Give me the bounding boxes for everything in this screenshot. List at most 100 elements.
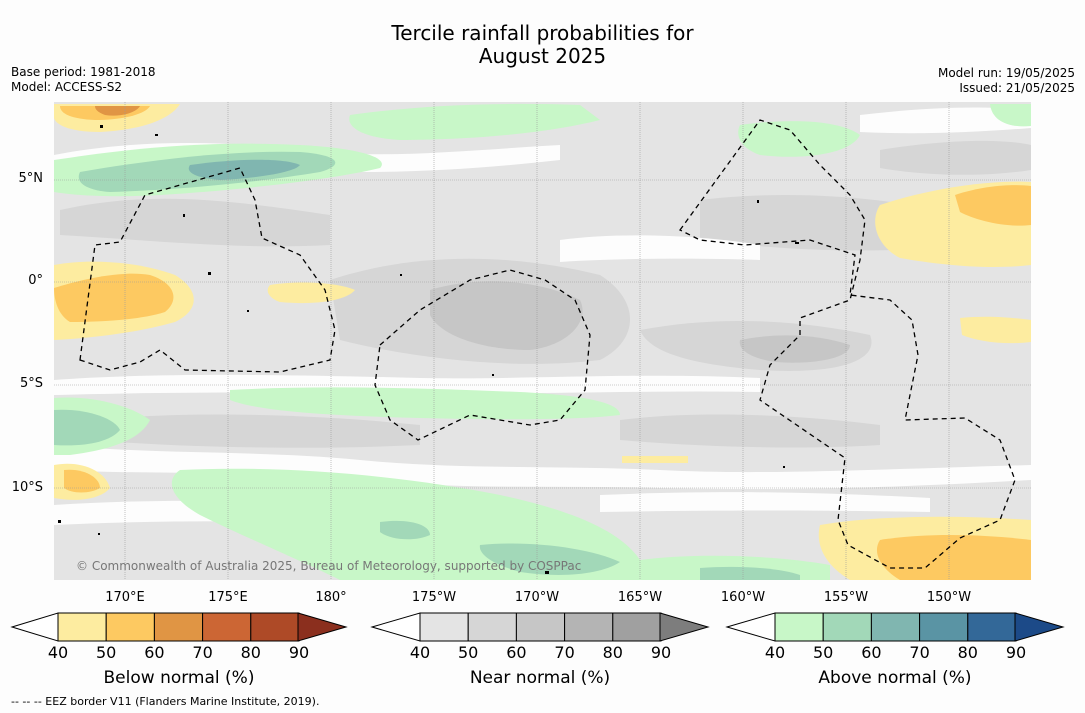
near-colorbar-tick: 70 [554, 643, 575, 662]
below-upper-arrow [297, 612, 348, 642]
left-info: Base period: 1981-2018 Model: ACCESS-S2 [11, 65, 156, 95]
below-colorbar-segment [57, 612, 107, 642]
above-upper-arrow [1014, 612, 1065, 642]
lon-label-170e: 170°E [105, 590, 145, 605]
colorbar-label-above: Above normal (%) [818, 668, 972, 688]
near-colorbar-segment [467, 612, 517, 642]
above-colorbar-tick: 70 [909, 643, 930, 662]
title-line-2: August 2025 [478, 44, 607, 68]
below-normal-40-patch [267, 282, 355, 304]
above-colorbar-tick: 90 [1005, 643, 1027, 662]
near-normal-50-patch [880, 140, 1031, 175]
base-period: Base period: 1981-2018 [11, 65, 156, 79]
lon-label-180: 180° [315, 590, 347, 605]
above-normal-40-patch [230, 387, 620, 420]
lat-label-5n: 5°N [18, 171, 44, 186]
above-normal-50-patch [380, 520, 430, 540]
near-normal-60-patch [739, 335, 850, 363]
no-dominant-band [54, 445, 1031, 490]
below-colorbar-segment [202, 612, 252, 642]
above-colorbar-tick: 40 [764, 643, 786, 662]
probability-field [54, 102, 1031, 580]
islands [58, 125, 799, 574]
above-normal-50-patch [54, 409, 120, 446]
below-colorbar-tick: 60 [144, 643, 165, 662]
no-dominant-band [600, 492, 930, 512]
near-normal-60-patch [430, 281, 583, 350]
near-colorbar-tick: 60 [506, 643, 527, 662]
above-lower-arrow [725, 612, 776, 642]
below-normal-50-patch [955, 185, 1031, 226]
colorbar-label-below: Below normal (%) [103, 668, 255, 688]
map-title: Tercile rainfall probabilities for Augus… [0, 22, 1085, 68]
above-normal-40-patch [349, 103, 600, 140]
above-colorbar-segment [870, 612, 921, 642]
copyright-notice: © Commonwealth of Australia 2025, Bureau… [76, 559, 582, 573]
near-normal-50-patch [620, 414, 880, 448]
above-normal-40-patch [990, 104, 1031, 127]
near-colorbar-tick: 50 [458, 643, 479, 662]
above-normal-50-patch [479, 543, 620, 575]
lon-label-165w: 165°W [617, 590, 663, 605]
no-dominant-band [560, 235, 760, 262]
title-line-1: Tercile rainfall probabilities for [391, 21, 694, 45]
lon-label-155w: 155°W [823, 590, 869, 605]
lon-label-175e: 175°E [208, 590, 248, 605]
below-normal-40-patch [622, 456, 688, 463]
below-colorbar-segment [153, 612, 204, 642]
below-colorbar-tick: 80 [240, 643, 261, 662]
near-colorbar-tick: 80 [602, 643, 623, 662]
no-dominant-band [860, 107, 1031, 134]
near-upper-arrow [659, 612, 710, 642]
near-normal-50-patch [90, 414, 420, 448]
near-colorbar-segment [612, 612, 662, 642]
below-normal-50-patch [54, 273, 174, 322]
above-normal-40-patch [738, 121, 860, 157]
colorbar-near [370, 612, 710, 642]
model-name: Model: ACCESS-S2 [11, 80, 123, 94]
below-normal-50-patch [64, 469, 100, 493]
below-colorbar-segment [250, 612, 300, 642]
lat-label-5s: 5°S [19, 376, 43, 391]
near-colorbar-segment [419, 612, 469, 642]
colorbar-label-near: Near normal (%) [469, 668, 611, 688]
lon-label-175w: 175°W [411, 590, 457, 605]
colorbar-below [10, 612, 348, 642]
near-colorbar-tick: 40 [409, 643, 431, 662]
near-normal-50-patch [60, 198, 330, 247]
above-colorbar-tick: 50 [813, 643, 834, 662]
below-lower-arrow [10, 612, 59, 642]
graticule [54, 102, 1031, 580]
right-info: Model run: 19/05/2025 Issued: 21/05/2025 [938, 66, 1075, 96]
below-colorbar-segment [105, 612, 155, 642]
above-normal-50-patch [700, 566, 800, 580]
above-colorbar-segment [919, 612, 969, 642]
lat-label-10s: 10°S [11, 480, 43, 495]
issued-date: Issued: 21/05/2025 [959, 81, 1075, 95]
above-colorbar-segment [822, 612, 872, 642]
near-lower-arrow [370, 612, 421, 642]
lon-label-160w: 160°W [720, 590, 766, 605]
colorbar-above [725, 612, 1065, 642]
lon-label-150w: 150°W [926, 590, 972, 605]
eez-borders [79, 119, 1016, 569]
below-normal-40-patch [960, 316, 1031, 344]
below-colorbar-tick: 40 [47, 643, 69, 662]
below-normal-60-patch [95, 106, 140, 116]
above-normal-60-patch [188, 159, 300, 180]
above-colorbar-segment [967, 612, 1017, 642]
above-colorbar-tick: 60 [861, 643, 882, 662]
near-colorbar-segment [564, 612, 614, 642]
below-colorbar-tick: 50 [96, 643, 117, 662]
below-normal-50-patch [876, 535, 1031, 580]
above-colorbar-tick: 80 [957, 643, 978, 662]
below-colorbar-tick: 70 [192, 643, 213, 662]
model-run: Model run: 19/05/2025 [937, 66, 1075, 80]
near-colorbar-tick: 90 [650, 643, 672, 662]
lat-label-0: 0° [28, 273, 43, 288]
below-colorbar-tick: 90 [288, 643, 310, 662]
eez-footnote: -- -- -- EEZ border V11 (Flanders Marine… [11, 695, 320, 708]
near-colorbar-segment [515, 612, 566, 642]
above-colorbar-segment [774, 612, 824, 642]
